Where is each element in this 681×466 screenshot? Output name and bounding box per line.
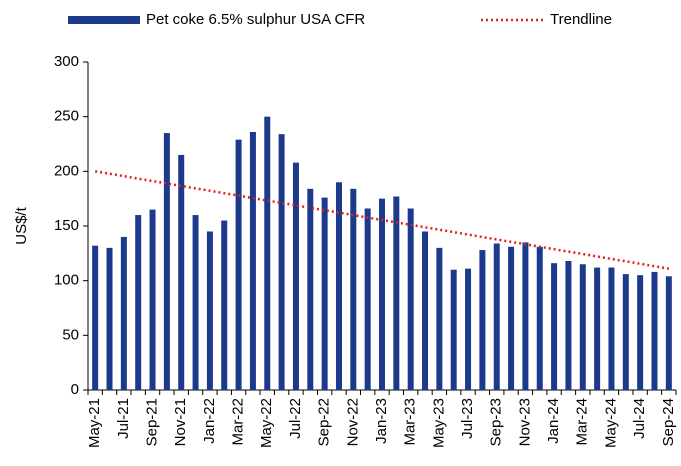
bar [608, 267, 615, 390]
bar [493, 243, 500, 390]
y-tick-label: 250 [54, 108, 79, 125]
x-tick-label: Nov-22 [344, 398, 361, 446]
y-tick-label: 50 [62, 326, 79, 343]
y-tick-label: 200 [54, 162, 79, 179]
bar [565, 260, 572, 390]
x-tick-label: Jul-21 [115, 398, 132, 439]
x-tick-label: Nov-21 [172, 398, 189, 446]
bar [422, 231, 429, 390]
trendline [94, 170, 670, 270]
bar [551, 263, 558, 390]
bar [364, 208, 371, 390]
bar [92, 245, 99, 390]
bar [350, 188, 357, 390]
y-tick-label: 0 [71, 381, 79, 398]
legend-label: Trendline [550, 11, 612, 28]
bar [249, 131, 256, 390]
bar [651, 271, 658, 390]
bar [407, 208, 414, 390]
x-tick-label: Mar-23 [402, 398, 419, 446]
x-tick-label: May-22 [258, 398, 275, 448]
bar [192, 215, 199, 390]
bar [335, 182, 342, 390]
x-tick-label: Jul-23 [459, 398, 476, 439]
y-tick-label: 300 [54, 53, 79, 70]
bar [579, 264, 586, 390]
bar [264, 116, 271, 391]
bar [393, 196, 400, 390]
bar [307, 188, 314, 390]
x-tick-label: Jul-24 [631, 398, 648, 439]
bar [665, 276, 672, 390]
x-tick-label: Sep-22 [316, 398, 333, 446]
bar [508, 246, 515, 390]
x-tick-label: Nov-23 [516, 398, 533, 446]
bar [178, 154, 185, 390]
x-tick-label: Sep-24 [660, 398, 677, 446]
x-tick-label: Jan-24 [545, 398, 562, 444]
bar [206, 231, 213, 390]
x-tick-label: Jan-23 [373, 398, 390, 444]
bar [522, 242, 529, 390]
bar [135, 215, 142, 390]
bar [622, 274, 629, 390]
legend-swatch [68, 16, 140, 24]
bar [235, 139, 242, 390]
bar [149, 209, 156, 390]
x-tick-label: Sep-21 [144, 398, 161, 446]
bar [321, 197, 328, 390]
bar [106, 247, 113, 390]
legend-label: Pet coke 6.5% sulphur USA CFR [146, 11, 365, 28]
bar [221, 220, 228, 390]
bar [436, 247, 443, 390]
bar [278, 134, 285, 390]
x-tick-label: May-24 [602, 398, 619, 448]
bar [536, 246, 543, 390]
x-tick-label: May-21 [86, 398, 103, 448]
bar [637, 275, 644, 390]
x-tick-label: Jan-22 [201, 398, 218, 444]
bar [450, 269, 457, 390]
x-tick-label: May-23 [430, 398, 447, 448]
bar [292, 162, 299, 390]
bar [594, 267, 601, 390]
bar [465, 268, 472, 390]
bar [163, 133, 170, 391]
bar [379, 198, 385, 390]
x-tick-label: Jul-22 [287, 398, 304, 439]
x-tick-label: Mar-22 [230, 398, 247, 446]
x-tick-label: Mar-24 [574, 398, 591, 446]
y-axis-label: US$/t [13, 206, 30, 244]
y-tick-label: 150 [54, 217, 79, 234]
y-tick-label: 100 [54, 272, 79, 289]
bar [120, 236, 127, 390]
bar [479, 250, 486, 390]
x-tick-label: Sep-23 [488, 398, 505, 446]
